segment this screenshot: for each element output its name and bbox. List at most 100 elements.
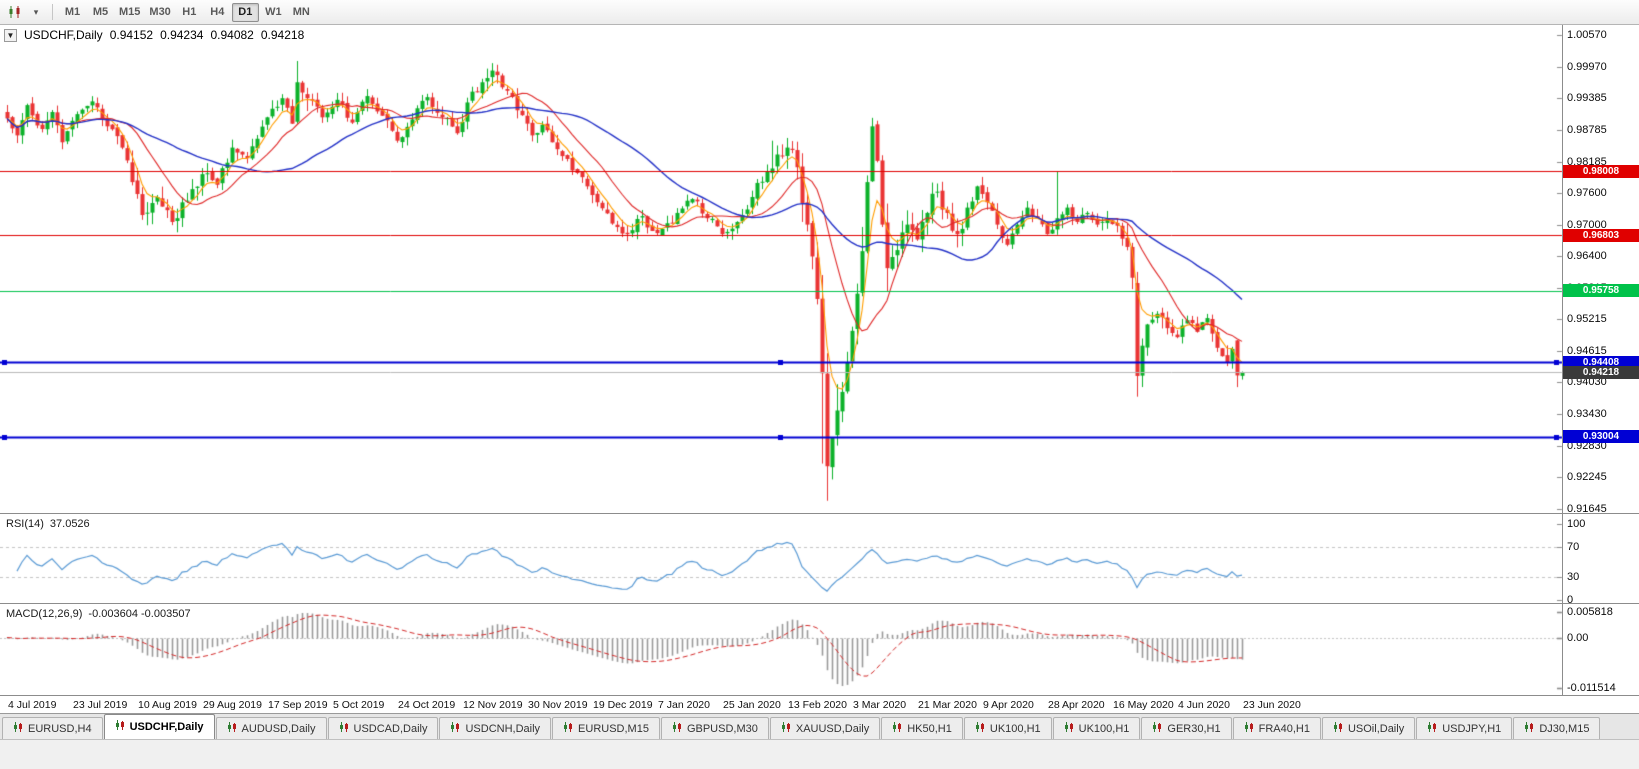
time-axis-label: 9 Apr 2020 xyxy=(983,699,1034,711)
chart-tab-label: USOil,Daily xyxy=(1347,722,1405,735)
price-axis-label: 1.00570 xyxy=(1567,29,1607,41)
timeframe-button-mn[interactable]: MN xyxy=(292,6,310,18)
ohlc-low: 0.94082 xyxy=(210,28,254,42)
time-axis-label: 3 Mar 2020 xyxy=(853,699,907,711)
chart-tab-icon xyxy=(1333,721,1343,736)
time-axis-label: 7 Jan 2020 xyxy=(658,699,710,711)
chart-tab-icon xyxy=(563,721,573,736)
chart-tab-eurusd-m15[interactable]: EURUSD,M15 xyxy=(552,717,660,739)
time-axis-label: 28 Apr 2020 xyxy=(1048,699,1105,711)
price-axis-line xyxy=(1562,25,1563,695)
chart-tab-label: HK50,H1 xyxy=(907,722,952,735)
price-line-tag: 0.93004 xyxy=(1563,430,1639,444)
chart-tab-usdcad-daily[interactable]: USDCAD,Daily xyxy=(327,717,439,739)
macd-name: MACD(12,26,9) xyxy=(6,608,83,620)
chart-tab-label: UK100,H1 xyxy=(989,722,1041,735)
candlestick-glyph xyxy=(9,6,20,18)
macd-axis-label: 0.00 xyxy=(1567,631,1589,644)
chart-tab-gbpusd-m30[interactable]: GBPUSD,M30 xyxy=(660,717,769,739)
macd-values: -0.003604 -0.003507 xyxy=(88,608,191,620)
rsi-axis-label: 30 xyxy=(1567,571,1580,584)
ohlc-close: 0.94218 xyxy=(260,28,305,42)
chart-type-icon[interactable] xyxy=(5,3,25,22)
price-axis-label: 0.97600 xyxy=(1567,186,1607,199)
chart-tab-icon xyxy=(339,721,349,736)
price-axis-label: 0.99970 xyxy=(1567,60,1607,73)
toolbar-separator xyxy=(52,4,53,20)
price-axis-label: 0.94615 xyxy=(1567,345,1607,358)
time-axis-label: 17 Sep 2019 xyxy=(268,699,328,711)
chart-tab-label: EURUSD,H4 xyxy=(28,722,92,735)
chart-tab-icon xyxy=(13,721,23,736)
time-axis-label: 16 May 2020 xyxy=(1113,699,1174,711)
chart-tab-icon xyxy=(1064,721,1074,736)
rsi-axis-label: 0 xyxy=(1567,594,1574,606)
timeframe-button-w1[interactable]: W1 xyxy=(265,6,282,18)
time-axis-label: 5 Oct 2019 xyxy=(333,699,385,711)
timeframe-button-m1[interactable]: M1 xyxy=(64,6,81,18)
chart-tab-uk100-h1[interactable]: UK100,H1 xyxy=(963,717,1052,739)
timeframe-button-m5[interactable]: M5 xyxy=(92,6,109,18)
ohlc-open: 0.94152 xyxy=(109,28,154,42)
chart-tab-usdjpy-h1[interactable]: USDJPY,H1 xyxy=(1416,717,1513,739)
time-axis-label: 12 Nov 2019 xyxy=(463,699,523,711)
price-line-tag: 0.98008 xyxy=(1563,164,1639,178)
macd-chart-canvas[interactable] xyxy=(0,604,1639,696)
chart-tab-icon xyxy=(227,721,237,736)
chart-tab-label: UK100,H1 xyxy=(1078,722,1130,735)
chart-tab-label: USDCAD,Daily xyxy=(353,722,428,735)
macd-axis-label: -0.011514 xyxy=(1567,682,1616,694)
time-axis-label: 21 Mar 2020 xyxy=(918,699,977,711)
chart-tab-uk100-h1[interactable]: UK100,H1 xyxy=(1052,717,1141,739)
time-axis-label: 4 Jun 2020 xyxy=(1178,699,1230,711)
chart-tab-label: USDJPY,H1 xyxy=(1442,722,1502,735)
chart-tab-icon xyxy=(892,721,902,736)
rsi-chart-canvas[interactable] xyxy=(0,514,1639,604)
chart-tab-xauusd-daily[interactable]: XAUUSD,Daily xyxy=(769,717,881,739)
price-axis-label: 0.95215 xyxy=(1567,313,1607,326)
chart-tab-icon xyxy=(1524,721,1534,736)
time-axis-label: 13 Feb 2020 xyxy=(788,699,847,711)
timeframe-button-d1[interactable]: D1 xyxy=(231,2,259,22)
rsi-panel: RSI(14) 37.0526 100 70 30 0 xyxy=(0,513,1639,606)
price-axis-label: 0.98785 xyxy=(1567,123,1607,136)
chart-tab-icon xyxy=(450,721,460,736)
chart-tab-icon xyxy=(1152,721,1162,736)
time-axis-label: 23 Jul 2019 xyxy=(73,699,128,711)
chart-region: ▼ USDCHF,Daily 0.94152 0.94234 0.94082 0… xyxy=(0,25,1639,713)
chart-tab-ger30-h1[interactable]: GER30,H1 xyxy=(1141,717,1232,739)
rsi-value: 37.0526 xyxy=(49,518,90,530)
price-line-tag: 0.96803 xyxy=(1563,228,1639,242)
chart-tab-usoil-daily[interactable]: USOil,Daily xyxy=(1321,717,1416,739)
chart-tab-eurusd-h4[interactable]: EURUSD,H4 xyxy=(2,717,103,739)
time-axis-label: 10 Aug 2019 xyxy=(138,699,197,711)
price-chart-canvas[interactable] xyxy=(0,25,1639,513)
timeframe-button-h1[interactable]: H1 xyxy=(182,6,197,18)
timeframe-button-m30[interactable]: M30 xyxy=(149,6,171,18)
timeframe-button-h4[interactable]: H4 xyxy=(210,6,225,18)
chart-tab-label: DJ30,M15 xyxy=(1539,722,1590,735)
chart-tab-label: AUDUSD,Daily xyxy=(241,722,316,735)
chart-tab-label: GBPUSD,M30 xyxy=(686,722,758,735)
chart-symbol-label: USDCHF,Daily xyxy=(24,28,103,42)
chart-tab-label: GER30,H1 xyxy=(1167,722,1221,735)
chart-tab-icon xyxy=(1427,721,1437,736)
chart-tab-hk50-h1[interactable]: HK50,H1 xyxy=(881,717,963,739)
chart-tab-fra40-h1[interactable]: FRA40,H1 xyxy=(1232,717,1321,739)
chart-tab-usdcnh-daily[interactable]: USDCNH,Daily xyxy=(439,717,552,739)
toolbar: ▾ M1 M5 M15 M30 H1 H4 D1 W1 MN xyxy=(0,0,1639,25)
chart-tab-usdchf-daily[interactable]: USDCHF,Daily xyxy=(103,714,215,739)
price-axis-label: 0.93430 xyxy=(1567,408,1607,421)
price-line-tag: 0.95758 xyxy=(1563,284,1639,298)
ohlc-high: 0.94234 xyxy=(160,28,204,42)
price-axis-label: 0.97000 xyxy=(1567,218,1607,231)
rsi-axis-label: 70 xyxy=(1567,540,1580,553)
price-axis-label: 0.91645 xyxy=(1567,503,1607,515)
chart-tab-dj30-m15[interactable]: DJ30,M15 xyxy=(1513,717,1601,739)
chart-type-dropdown-caret-icon[interactable]: ▾ xyxy=(33,6,39,17)
rsi-name: RSI(14) xyxy=(6,518,44,530)
chart-tab-audusd-daily[interactable]: AUDUSD,Daily xyxy=(215,717,327,739)
symbol-dropdown-icon[interactable]: ▼ xyxy=(4,28,17,42)
chart-tab-icon xyxy=(115,720,125,734)
timeframe-button-m15[interactable]: M15 xyxy=(119,6,141,18)
